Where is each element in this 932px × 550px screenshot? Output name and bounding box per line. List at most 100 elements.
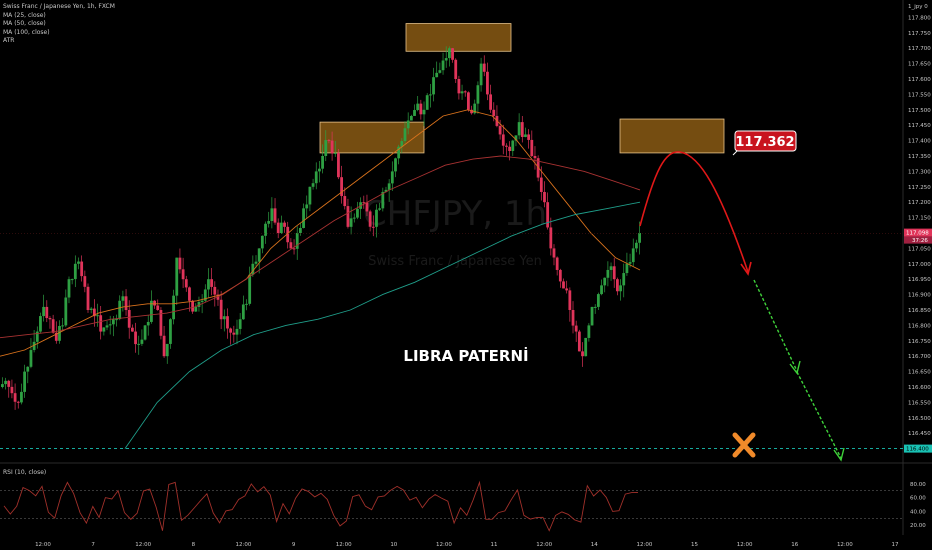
candle-body	[54, 332, 58, 341]
candle-body	[625, 263, 629, 274]
candle-body	[200, 300, 204, 302]
candle-body	[447, 48, 451, 59]
candle-body	[422, 109, 426, 115]
candle-body	[327, 140, 331, 142]
moving-averages	[0, 109, 641, 449]
candle-body	[70, 279, 74, 281]
time-tick-label: 8	[192, 542, 196, 548]
candle-body	[476, 85, 480, 104]
candle-body	[400, 141, 404, 147]
candle-body	[229, 328, 233, 333]
candle-body	[517, 122, 521, 136]
supply-zone	[619, 118, 725, 154]
price-tick-label: 116.600	[908, 385, 931, 391]
candle-body	[289, 242, 293, 249]
candle-body	[197, 301, 201, 307]
price-tick-label: 117.750	[908, 31, 931, 37]
price-axis[interactable]: 117.800 117.750 117.700 117.650 117.600 117.5…	[0, 4, 932, 453]
candle-body	[318, 168, 321, 172]
candle-body	[352, 217, 356, 219]
candle-body	[178, 257, 182, 270]
current-price-label: 117.098	[906, 231, 929, 237]
candle-body	[194, 306, 198, 312]
countdown-tag	[904, 236, 932, 244]
candle-body	[159, 310, 163, 336]
ma25-line	[0, 109, 641, 357]
rsi-legend: RSI (10, close)	[3, 469, 47, 476]
candle-body	[51, 319, 55, 333]
candle-body	[35, 331, 39, 342]
candle-body	[413, 110, 416, 116]
candle-body	[365, 202, 369, 212]
candle-body	[292, 248, 296, 250]
grid-lines	[0, 0, 932, 535]
candle-body	[368, 211, 372, 227]
candle-body	[609, 266, 613, 270]
candle-body	[184, 279, 188, 288]
candle-body	[501, 134, 505, 146]
time-tick-label: 15	[691, 542, 698, 548]
candle-body	[524, 134, 527, 137]
time-tick-label: 12:00	[636, 542, 652, 548]
time-tick-label: 12:00	[837, 542, 853, 548]
candle-body	[26, 366, 30, 372]
candle-body	[590, 306, 594, 326]
candle-body	[83, 276, 87, 287]
candle-body	[356, 208, 359, 218]
candle-body	[298, 227, 302, 233]
candle-body	[371, 226, 375, 228]
candle-body	[39, 316, 42, 332]
candle-body	[23, 371, 27, 392]
candle-body	[181, 269, 185, 280]
candle-body	[20, 391, 23, 403]
candle-body	[92, 308, 96, 317]
price-tick-label: 117.650	[908, 62, 931, 68]
legend-title: Swiss Franc / Japanese Yen, 1h, FXCM	[3, 3, 115, 10]
candle-body	[498, 125, 502, 135]
price-tick-label: 117.150	[908, 216, 931, 222]
candle-body	[489, 94, 492, 110]
candle-body	[295, 233, 299, 249]
candle-body	[80, 261, 84, 277]
candle-body	[302, 208, 305, 228]
candle-body	[470, 109, 473, 114]
time-tick-label: 12:00	[336, 542, 352, 548]
rsi-tick-label: 20.00	[910, 523, 926, 529]
time-tick-label: 7	[91, 542, 95, 548]
price-tick-label: 117.250	[908, 185, 931, 191]
candle-body	[73, 263, 77, 280]
candle-body	[210, 279, 214, 287]
candle-body	[600, 285, 603, 295]
time-tick-label: 17	[892, 542, 899, 548]
time-tick-label: 9	[292, 542, 296, 548]
price-tick-label: 116.800	[908, 323, 931, 329]
watermark-name: Swiss Franc / Japanese Yen	[368, 254, 542, 269]
projection-arc	[639, 151, 749, 273]
candle-body	[635, 242, 638, 249]
candle-body	[16, 401, 20, 403]
time-axis[interactable]: 12:00 7 12:00 8 12:00 9 12:00 10 12:00 11 12:00 14 1…	[35, 542, 899, 548]
arrowhead-green-1	[789, 360, 801, 375]
candle-body	[314, 171, 318, 184]
candle-body	[238, 319, 242, 329]
candle-body	[451, 48, 454, 60]
candle-body	[492, 109, 496, 116]
candle-body	[543, 191, 546, 203]
candle-body	[479, 63, 483, 86]
candle-body	[549, 227, 553, 249]
candle-body	[505, 145, 508, 147]
candle-body	[403, 128, 407, 142]
candle-body	[428, 94, 432, 96]
ma100-line	[124, 201, 641, 449]
candle-body	[463, 91, 467, 93]
candle-body	[58, 326, 61, 341]
candle-body	[467, 92, 470, 110]
pattern-label: LIBRA PATERNİ	[403, 346, 528, 365]
arrowhead-green-2	[833, 447, 845, 462]
candle-body	[615, 279, 619, 292]
candle-body	[454, 59, 458, 79]
candle-body	[241, 304, 245, 320]
candle-body	[188, 287, 191, 301]
ma50-line	[0, 155, 641, 339]
